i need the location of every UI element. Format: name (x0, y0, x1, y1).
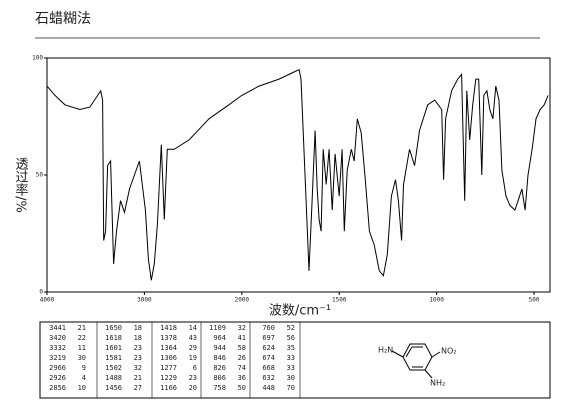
peak-transmittance: 18 (134, 334, 142, 342)
peak-wavenumber: 964 (213, 334, 226, 342)
peak-wavenumber: 846 (213, 354, 226, 362)
peak-transmittance: 21 (78, 324, 86, 332)
benzene-ring (402, 343, 433, 371)
peak-transmittance: 19 (189, 354, 197, 362)
peak-wavenumber: 3420 (49, 334, 66, 342)
peak-wavenumber: 2966 (49, 364, 66, 372)
peak-transmittance: 23 (134, 354, 142, 362)
peak-transmittance: 50 (238, 384, 246, 392)
peak-transmittance: 6 (193, 364, 197, 372)
peak-transmittance: 74 (238, 364, 246, 372)
x-tick-label: 3000 (137, 297, 152, 304)
x-tick-label: 1000 (429, 297, 444, 304)
peak-transmittance: 35 (287, 344, 295, 352)
peak-transmittance: 32 (238, 324, 246, 332)
peak-wavenumber: 2856 (49, 384, 66, 392)
peak-wavenumber: 3219 (49, 354, 66, 362)
peak-transmittance: 30 (78, 354, 86, 362)
peak-transmittance: 18 (134, 324, 142, 332)
bond (424, 369, 433, 379)
x-tick-label: 500 (529, 297, 540, 304)
peak-wavenumber: 1418 (160, 324, 177, 332)
x-tick-label: 4000 (40, 297, 55, 304)
peak-transmittance: 23 (189, 374, 197, 382)
structure-label: NO₂ (441, 347, 457, 356)
peak-transmittance: 14 (189, 324, 197, 332)
peak-transmittance: 36 (238, 374, 246, 382)
spectrum-line (46, 68, 549, 281)
table-frame (39, 321, 551, 399)
peak-wavenumber: 632 (262, 374, 275, 382)
peak-wavenumber: 758 (213, 384, 226, 392)
peak-wavenumber: 1378 (160, 334, 177, 342)
peak-wavenumber: 3441 (49, 324, 66, 332)
peak-wavenumber: 1618 (105, 334, 122, 342)
peak-transmittance: 43 (189, 334, 197, 342)
peak-transmittance: 11 (78, 344, 86, 352)
bond (405, 346, 413, 358)
peak-transmittance: 9 (82, 364, 86, 372)
peak-transmittance: 70 (287, 384, 295, 392)
peak-wavenumber: 697 (262, 334, 275, 342)
peak-wavenumber: 1581 (105, 354, 122, 362)
peak-wavenumber: 1364 (160, 344, 177, 352)
peak-transmittance: 21 (134, 374, 142, 382)
peak-wavenumber: 1502 (105, 364, 122, 372)
peak-transmittance: 33 (287, 364, 295, 372)
peak-transmittance: 52 (287, 324, 295, 332)
bond (431, 351, 441, 358)
bond (391, 350, 404, 358)
x-axis-label: 波数/cm⁻¹ (269, 304, 331, 319)
peak-wavenumber: 668 (262, 364, 275, 372)
x-tick-label: 1500 (332, 297, 347, 304)
structure-label: NH₂ (430, 379, 445, 388)
peak-wavenumber: 624 (262, 344, 275, 352)
peak-transmittance: 29 (189, 344, 197, 352)
peak-wavenumber: 944 (213, 344, 226, 352)
structure-label: H₂N (378, 346, 393, 355)
peak-wavenumber: 1488 (105, 374, 122, 382)
peak-wavenumber: 674 (262, 354, 275, 362)
peak-wavenumber: 448 (262, 384, 275, 392)
peak-wavenumber: 1650 (105, 324, 122, 332)
peak-transmittance: 4 (82, 374, 86, 382)
y-tick-label: 0 (39, 289, 43, 296)
y-tick-label: 100 (32, 55, 43, 62)
structure (391, 343, 441, 379)
peak-wavenumber: 826 (213, 364, 226, 372)
peak-transmittance: 30 (287, 374, 295, 382)
peak-wavenumber: 1166 (160, 384, 177, 392)
peak-transmittance: 26 (238, 354, 246, 362)
peak-transmittance: 56 (287, 334, 295, 342)
peak-transmittance: 32 (134, 364, 142, 372)
title: 石蜡糊法 (35, 11, 91, 27)
peak-wavenumber: 1109 (209, 324, 226, 332)
peak-transmittance: 22 (78, 334, 86, 342)
x-tick-label: 2000 (235, 297, 250, 304)
peak-transmittance: 10 (78, 384, 86, 392)
y-tick-label: 50 (36, 172, 44, 179)
peak-wavenumber: 1306 (160, 354, 177, 362)
peak-wavenumber: 760 (262, 324, 275, 332)
peak-wavenumber: 2926 (49, 374, 66, 382)
peak-wavenumber: 3332 (49, 344, 66, 352)
peak-transmittance: 58 (238, 344, 246, 352)
peak-transmittance: 23 (134, 344, 142, 352)
peak-wavenumber: 806 (213, 374, 226, 382)
peak-wavenumber: 1229 (160, 374, 177, 382)
y-axis-label: 透过率/% (13, 157, 29, 213)
peak-transmittance: 20 (189, 384, 197, 392)
peak-wavenumber: 1456 (105, 384, 122, 392)
peak-wavenumber: 1277 (160, 364, 177, 372)
peak-transmittance: 27 (134, 384, 142, 392)
peak-wavenumber: 1601 (105, 344, 122, 352)
peak-transmittance: 41 (238, 334, 246, 342)
peak-transmittance: 33 (287, 354, 295, 362)
